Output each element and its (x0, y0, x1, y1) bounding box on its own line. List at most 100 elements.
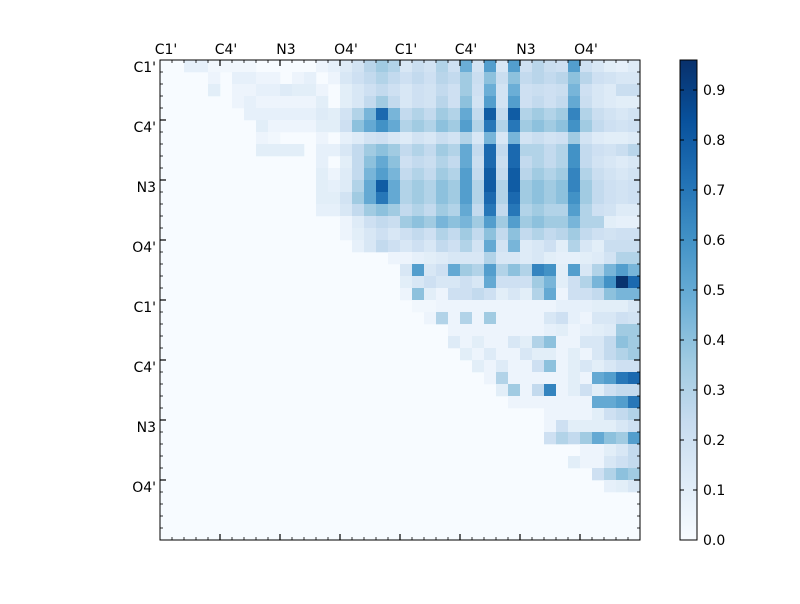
heatmap-cell (412, 144, 425, 157)
heatmap-cell (424, 288, 437, 301)
heatmap-cell (400, 276, 413, 289)
heatmap-cell (400, 216, 413, 229)
heatmap-cell (580, 204, 593, 217)
heatmap-cell (580, 216, 593, 229)
heatmap-cell (412, 264, 425, 277)
heatmap-cell (628, 432, 641, 445)
heatmap-cell (532, 144, 545, 157)
heatmap-cell (412, 252, 425, 265)
heatmap-cell (400, 264, 413, 277)
heatmap-cell (448, 96, 461, 109)
heatmap-cell (520, 168, 533, 181)
heatmap-cell (520, 156, 533, 169)
heatmap-cell (616, 300, 629, 313)
heatmap-cell (628, 396, 641, 409)
y-tick-label: C4' (133, 120, 156, 136)
heatmap-cell (268, 108, 281, 121)
heatmap-cell (520, 144, 533, 157)
heatmap-cell (580, 360, 593, 373)
heatmap-cell (616, 396, 629, 409)
heatmap-cell (352, 192, 365, 205)
heatmap-cell (424, 228, 437, 241)
heatmap-cell (388, 204, 401, 217)
heatmap-cell (592, 168, 605, 181)
heatmap-cell (472, 228, 485, 241)
heatmap-cell (400, 120, 413, 133)
heatmap-cell (580, 288, 593, 301)
heatmap-cell (532, 336, 545, 349)
heatmap-cell (628, 228, 641, 241)
heatmap-cell (340, 156, 353, 169)
heatmap-cell (484, 192, 497, 205)
heatmap-cell (544, 312, 557, 325)
heatmap-cell (592, 180, 605, 193)
heatmap-cell (400, 132, 413, 145)
heatmap-cell (304, 108, 317, 121)
heatmap-cell (412, 204, 425, 217)
heatmap-cell (412, 192, 425, 205)
heatmap-cell (484, 120, 497, 133)
heatmap-cell (628, 384, 641, 397)
heatmap-cell (616, 324, 629, 337)
minor-ticks (160, 60, 640, 540)
heatmap-cell (328, 192, 341, 205)
heatmap-cell (448, 180, 461, 193)
heatmap-cell (364, 180, 377, 193)
heatmap-cell (508, 216, 521, 229)
heatmap-cell (556, 60, 569, 73)
heatmap-cell (484, 144, 497, 157)
heatmap-cell (520, 132, 533, 145)
heatmap-cell (532, 72, 545, 85)
heatmap-cell (520, 180, 533, 193)
heatmap-cell (544, 228, 557, 241)
heatmap-cell (448, 336, 461, 349)
heatmap-cell (592, 444, 605, 457)
heatmap-cell (364, 144, 377, 157)
heatmap-cell (508, 60, 521, 73)
heatmap-cell (472, 276, 485, 289)
heatmap-cell (508, 228, 521, 241)
x-tick-label: C1' (155, 42, 178, 58)
heatmap-cell (472, 204, 485, 217)
heatmap-cell (616, 228, 629, 241)
heatmap-cell (424, 180, 437, 193)
heatmap-cell (508, 252, 521, 265)
heatmap-cell (412, 300, 425, 313)
heatmap-cell (412, 72, 425, 85)
heatmap-cell (340, 168, 353, 181)
heatmap-cell (604, 276, 617, 289)
heatmap-cell (436, 240, 449, 253)
x-tick-labels: C1' C4' N3 O4' C1' C4' N3 O4' (155, 42, 598, 58)
heatmap-cell (496, 372, 509, 385)
heatmap-cell (532, 204, 545, 217)
heatmap-cell (496, 216, 509, 229)
heatmap-cell (316, 168, 329, 181)
heatmap-cell (580, 324, 593, 337)
heatmap-cell (520, 324, 533, 337)
heatmap-cell (388, 72, 401, 85)
heatmap-cell (472, 300, 485, 313)
heatmap-cell (592, 96, 605, 109)
heatmap-cell (376, 108, 389, 121)
heatmap-cell (616, 408, 629, 421)
heatmap-cell (580, 156, 593, 169)
heatmap-cell (544, 336, 557, 349)
heatmap-cell (556, 132, 569, 145)
heatmap-cell (484, 300, 497, 313)
heatmap-cell (436, 180, 449, 193)
heatmap-cell (388, 120, 401, 133)
colorbar-tick-label: 0.0 (703, 533, 725, 549)
heatmap-cell (484, 168, 497, 181)
heatmap-cell (340, 72, 353, 85)
heatmap-cell (496, 264, 509, 277)
y-tick-label: N3 (137, 420, 156, 436)
heatmap-cell (436, 72, 449, 85)
heatmap-cell (544, 240, 557, 253)
heatmap-cell (352, 156, 365, 169)
heatmap-cell (592, 72, 605, 85)
heatmap-cell (448, 312, 461, 325)
heatmap-cell (340, 192, 353, 205)
heatmap-cell (556, 372, 569, 385)
heatmap-cell (556, 300, 569, 313)
heatmap-cell (520, 108, 533, 121)
